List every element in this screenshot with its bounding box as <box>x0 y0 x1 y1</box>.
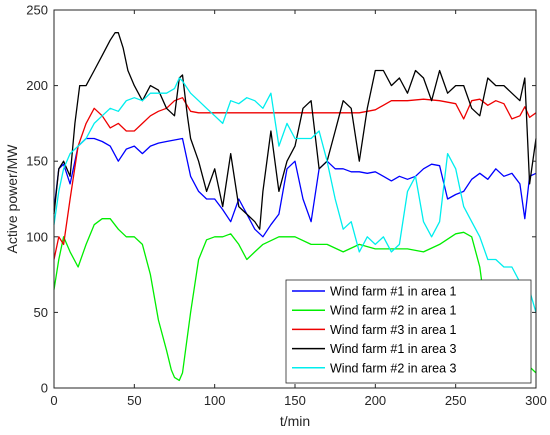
y-tick-label: 200 <box>26 78 48 93</box>
series-layer <box>53 32 537 382</box>
x-tick-label: 300 <box>525 393 547 408</box>
y-tick-label: 150 <box>26 154 48 169</box>
series-line-2 <box>53 218 537 382</box>
x-tick-label: 250 <box>445 393 467 408</box>
y-tick-label: 100 <box>26 229 48 244</box>
y-tick-label: 50 <box>34 305 48 320</box>
series-line-5 <box>53 77 537 313</box>
x-tick-label: 0 <box>50 393 57 408</box>
x-tick-label: 50 <box>127 393 141 408</box>
x-tick-label: 200 <box>364 393 386 408</box>
series-line-4 <box>53 32 537 230</box>
legend-label-4: Wind farm #1 in area 3 <box>330 342 456 356</box>
legend: Wind farm #1 in area 1 Wind farm #2 in ar… <box>285 279 532 384</box>
legend-label-2: Wind farm #2 in area 1 <box>330 304 456 318</box>
legend-label-1: Wind farm #1 in area 1 <box>330 285 456 299</box>
legend-label-5: Wind farm #2 in area 3 <box>330 361 456 375</box>
y-tick-label: 250 <box>26 3 48 18</box>
x-axis-label: t/min <box>280 413 310 429</box>
x-tick-label: 150 <box>284 393 306 408</box>
x-tick-label: 100 <box>204 393 226 408</box>
y-axis-label: Active power/MW <box>4 144 20 254</box>
legend-label-3: Wind farm #3 in area 1 <box>330 323 456 337</box>
tick-layer: 0 50 100 150 200 250 300 0 50 100 150 200 250 <box>26 3 547 409</box>
y-tick-label: 0 <box>41 381 48 396</box>
legend-box <box>285 279 532 384</box>
